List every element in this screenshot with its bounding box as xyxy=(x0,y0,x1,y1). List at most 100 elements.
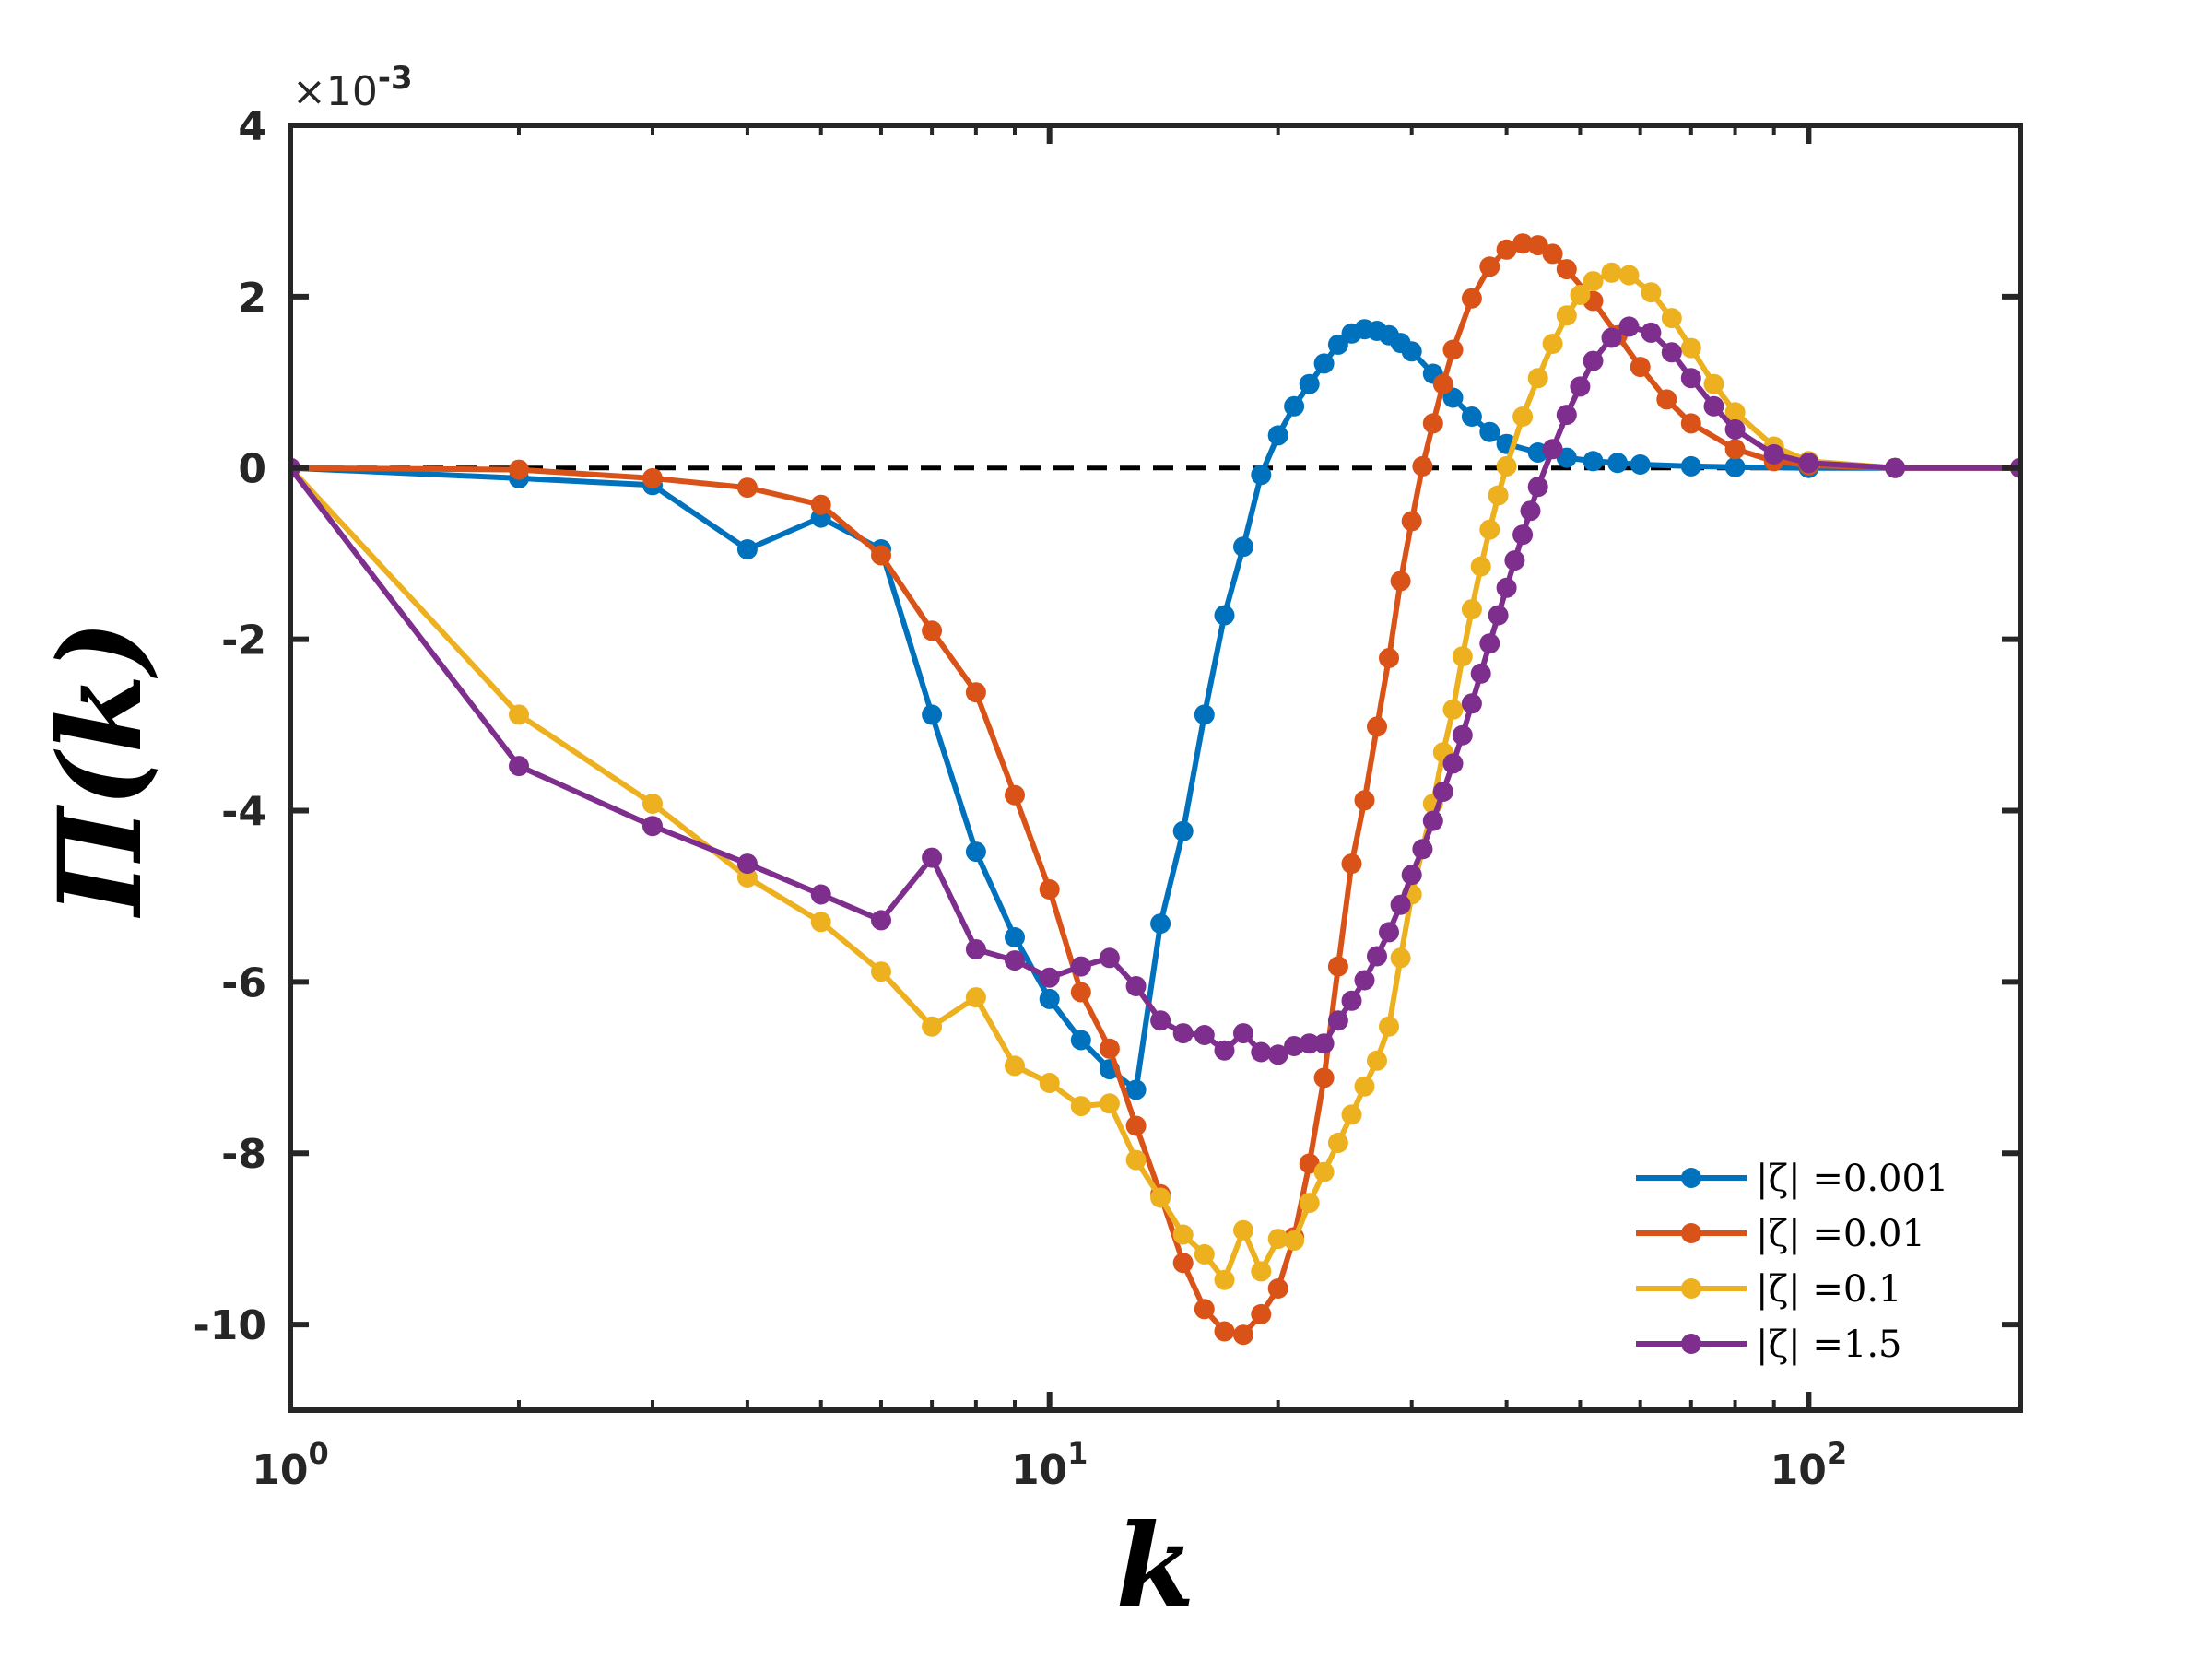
series-marker-4 xyxy=(1412,839,1433,860)
series-marker-4 xyxy=(1341,990,1362,1011)
series-marker-4 xyxy=(1470,663,1491,684)
legend-entry: |ζ| =0.001 xyxy=(1636,1158,1948,1200)
y-tick-label: -8 xyxy=(221,1131,266,1178)
legend-marker xyxy=(1681,1334,1701,1354)
series-marker-3 xyxy=(1070,1096,1091,1117)
series-marker-1 xyxy=(1125,1079,1147,1100)
series-marker-3 xyxy=(1099,1093,1120,1114)
series-marker-1 xyxy=(922,704,943,725)
series-marker-4 xyxy=(1661,342,1682,363)
series-marker-4 xyxy=(1488,605,1509,626)
series-marker-4 xyxy=(1299,1033,1320,1054)
series-marker-1 xyxy=(1172,820,1194,841)
series-marker-3 xyxy=(1327,1133,1348,1153)
series-2 xyxy=(290,233,2020,1346)
series-marker-4 xyxy=(642,816,663,837)
series-marker-2 xyxy=(1005,784,1025,806)
legend-label: |ζ| =0.01 xyxy=(1756,1213,1925,1255)
series-marker-2 xyxy=(1172,1253,1194,1274)
series-marker-1 xyxy=(1284,395,1305,417)
y-tick-label: 0 xyxy=(238,446,266,493)
series-marker-1 xyxy=(1267,425,1288,446)
series-marker-4 xyxy=(1496,577,1517,598)
x-tick-label-base: 10 xyxy=(1011,1447,1067,1494)
x-tick-label: 101 xyxy=(1011,1436,1088,1494)
series-marker-1 xyxy=(1233,536,1253,558)
series-marker-3 xyxy=(1251,1261,1272,1282)
legend-label: |ζ| =1.5 xyxy=(1756,1324,1901,1366)
series-marker-4 xyxy=(1570,376,1591,397)
series-marker-4 xyxy=(1354,970,1375,991)
series-marker-3 xyxy=(1172,1224,1194,1245)
x-tick-label-exponent: 0 xyxy=(308,1436,328,1471)
series-marker-3 xyxy=(1367,1050,1387,1071)
series-marker-3 xyxy=(1680,337,1701,359)
series-4 xyxy=(290,316,2020,1065)
series-marker-2 xyxy=(642,467,663,488)
legend-marker xyxy=(1681,1278,1701,1299)
series-marker-4 xyxy=(1401,865,1422,886)
series-marker-3 xyxy=(509,704,529,725)
series-marker-4 xyxy=(922,847,943,868)
series-marker-2 xyxy=(1233,1324,1253,1346)
axes-box xyxy=(288,123,2023,1413)
series-marker-2 xyxy=(1327,956,1348,977)
series-marker-2 xyxy=(1354,790,1375,811)
series-marker-4 xyxy=(1284,1036,1305,1056)
series-marker-4 xyxy=(1618,316,1640,337)
series-marker-3 xyxy=(1194,1243,1215,1265)
series-marker-3 xyxy=(1452,646,1473,667)
series-marker-4 xyxy=(509,756,529,777)
series-marker-4 xyxy=(810,884,831,905)
series-marker-4 xyxy=(1194,1025,1215,1045)
series-marker-3 xyxy=(642,794,663,814)
series-marker-4 xyxy=(1233,1023,1253,1044)
series-marker-2 xyxy=(1401,511,1422,532)
series-marker-1 xyxy=(1401,341,1422,362)
series-marker-4 xyxy=(1763,443,1784,465)
legend-entry: |ζ| =0.1 xyxy=(1636,1268,1901,1311)
series-marker-4 xyxy=(1214,1040,1235,1061)
series-marker-1 xyxy=(1583,451,1604,472)
series-marker-2 xyxy=(1125,1115,1147,1136)
y-tick-label: 4 xyxy=(238,103,266,150)
series-marker-3 xyxy=(1354,1076,1375,1097)
series-marker-4 xyxy=(1390,894,1411,915)
series-marker-2 xyxy=(1442,339,1464,360)
legend-label: |ζ| =0.1 xyxy=(1756,1268,1901,1311)
series-marker-4 xyxy=(1172,1023,1194,1044)
series-marker-3 xyxy=(1570,285,1591,305)
series-marker-2 xyxy=(871,545,891,566)
series-marker-3 xyxy=(1379,1016,1399,1037)
y-tick-label: -4 xyxy=(221,788,266,835)
series-marker-3 xyxy=(1527,368,1548,389)
series-marker-4 xyxy=(1512,524,1534,546)
series-marker-2 xyxy=(1367,716,1387,737)
series-marker-2 xyxy=(1479,256,1500,277)
series-marker-2 xyxy=(1313,1067,1335,1088)
series-marker-3 xyxy=(965,987,986,1008)
series-marker-2 xyxy=(1556,259,1577,280)
series-marker-4 xyxy=(1313,1033,1335,1054)
y-tick-label: -2 xyxy=(221,618,266,665)
series-marker-4 xyxy=(1527,477,1548,498)
series-marker-3 xyxy=(1313,1161,1335,1182)
series-marker-1 xyxy=(736,539,758,559)
series-marker-1 xyxy=(1327,334,1348,355)
series-marker-4 xyxy=(1798,453,1819,474)
x-tick-label: 102 xyxy=(1771,1436,1848,1494)
series-marker-3 xyxy=(1661,308,1682,329)
series-marker-4 xyxy=(1703,395,1724,417)
series-marker-3 xyxy=(1005,1055,1025,1077)
series-marker-3 xyxy=(1496,455,1517,477)
series-marker-1 xyxy=(1251,465,1272,486)
series-marker-4 xyxy=(1601,327,1622,348)
series-marker-4 xyxy=(1005,950,1025,971)
legend-entry: |ζ| =1.5 xyxy=(1636,1324,1901,1366)
series-marker-2 xyxy=(1724,439,1746,460)
series-marker-2 xyxy=(1070,982,1091,1003)
x-tick-label-exponent: 1 xyxy=(1067,1436,1088,1471)
series-marker-4 xyxy=(1461,693,1482,714)
y-axis-title: Π(k) xyxy=(34,620,168,918)
